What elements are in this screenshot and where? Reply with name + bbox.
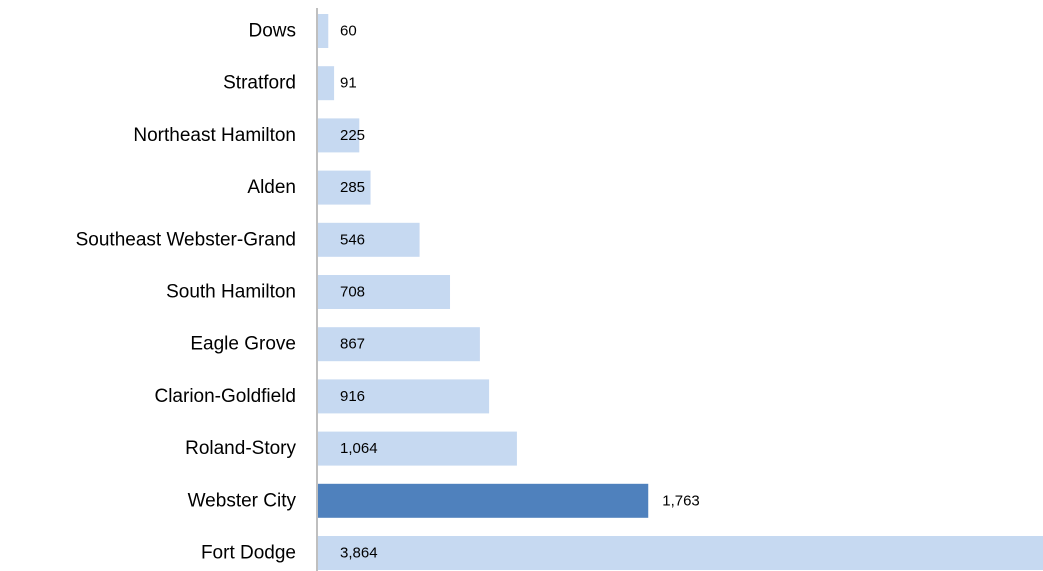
bar-stratford <box>318 66 335 101</box>
bar-northeast-hamilton <box>318 118 360 153</box>
bar-alden <box>318 170 371 205</box>
bar-clarion-goldfield <box>318 379 490 414</box>
value-label: 546 <box>340 231 365 248</box>
category-label: Dows <box>248 21 296 42</box>
category-label: South Hamilton <box>166 282 296 303</box>
category-label: Fort Dodge <box>201 543 296 564</box>
category-label: Southeast Webster-Grand <box>76 229 296 250</box>
value-label: 916 <box>340 388 365 405</box>
value-label: 1,064 <box>340 440 378 457</box>
bar-southeast-webster-grand <box>318 222 420 257</box>
value-label: 60 <box>340 23 357 40</box>
category-label: Webster City <box>188 490 297 511</box>
category-label: Clarion-Goldfield <box>154 386 296 407</box>
bar-south-hamilton <box>318 275 451 309</box>
value-label: 225 <box>340 127 365 144</box>
bar-webster-city <box>318 483 649 518</box>
value-label: 708 <box>340 284 365 301</box>
category-label: Stratford <box>223 73 296 94</box>
bars-layer <box>318 14 1043 570</box>
category-label: Roland-Story <box>185 438 296 459</box>
value-label: 91 <box>340 75 357 92</box>
labels-layer: Dows 60 Stratford 91 Northeast Hamilton 225 Al… <box>76 21 700 564</box>
category-label: Eagle Grove <box>190 334 296 355</box>
value-label: 3,864 <box>340 545 378 562</box>
bar-roland-story <box>318 431 517 466</box>
value-label: 1,763 <box>662 492 700 509</box>
bar-fort-dodge <box>318 536 1043 570</box>
category-label: Northeast Hamilton <box>133 125 296 146</box>
bar-dows <box>318 14 329 48</box>
bar-eagle-grove <box>318 327 480 362</box>
category-label: Alden <box>247 177 296 198</box>
value-label: 867 <box>340 336 365 353</box>
value-label: 285 <box>340 179 365 196</box>
